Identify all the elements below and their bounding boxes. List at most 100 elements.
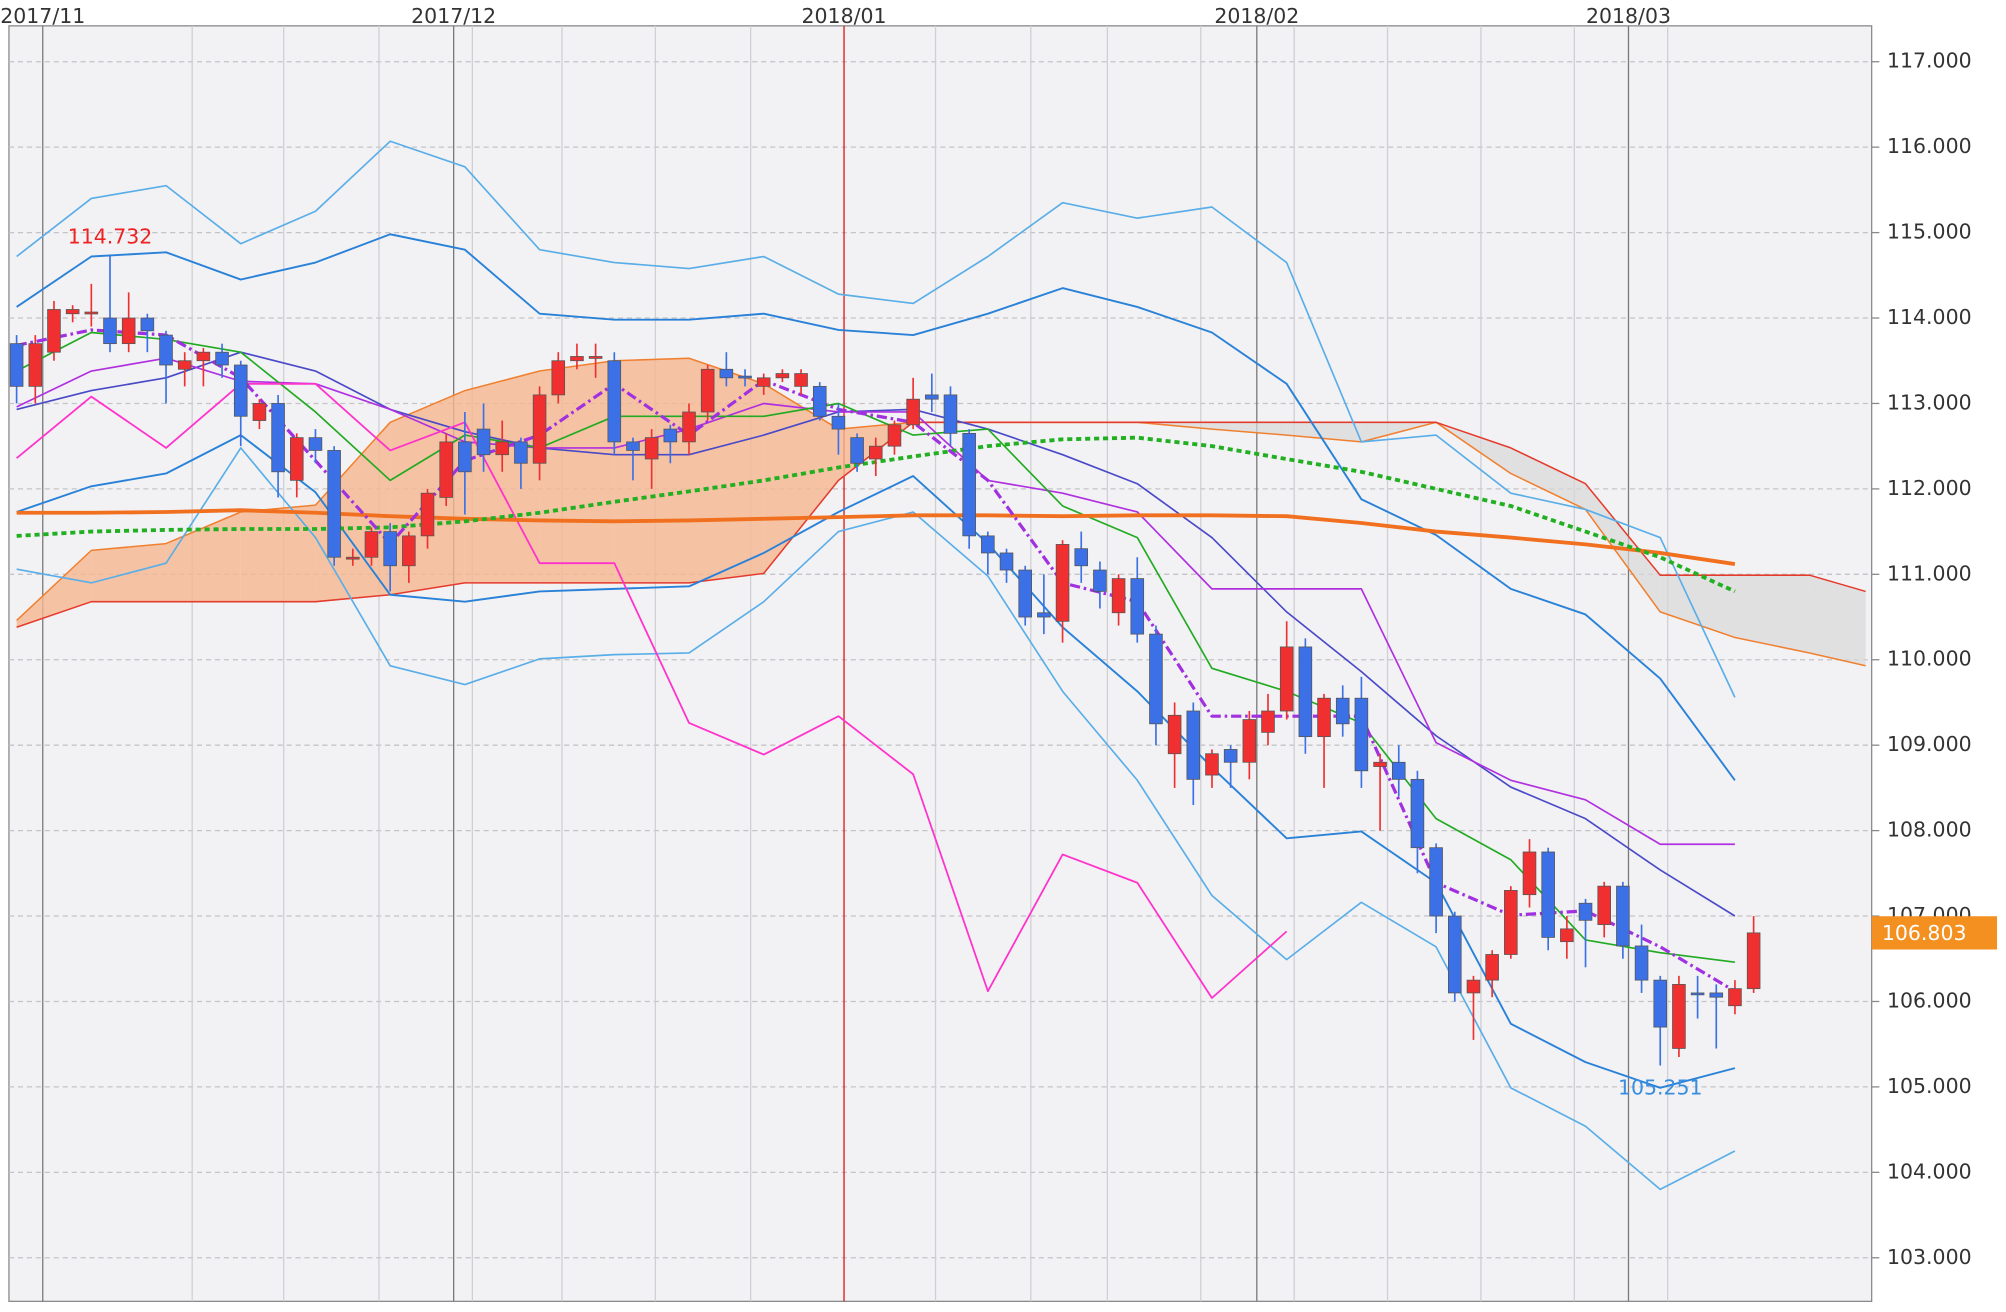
candle-body (700, 368, 715, 413)
x-tick-label: 2018/03 (1586, 4, 1671, 28)
candle-body (719, 368, 734, 379)
candle-body (756, 377, 771, 387)
candle-body (1205, 753, 1219, 776)
y-tick-label: 104.000 (1887, 1159, 1972, 1183)
candle-body (1335, 697, 1350, 725)
candle-body (1448, 915, 1462, 994)
candle-body (1167, 714, 1182, 755)
candle-body (869, 445, 883, 460)
candle-body (308, 437, 323, 451)
cloud-fill (1660, 575, 1735, 638)
x-tick-label: 2018/02 (1214, 4, 1299, 28)
candle-body (1709, 992, 1724, 998)
candle-body (383, 531, 397, 567)
indicator-line (16, 331, 1736, 964)
candle-body (1317, 697, 1331, 738)
candle-body (943, 394, 958, 434)
candle-body (570, 356, 584, 362)
candle-body (1485, 954, 1499, 981)
cloud-fill (763, 383, 839, 574)
y-tick-label: 103.000 (1887, 1245, 1972, 1269)
candle-body (999, 552, 1014, 571)
candle-body (775, 373, 790, 379)
candle-body (794, 373, 808, 387)
last-price-box (1871, 916, 1998, 950)
candle-body (588, 356, 603, 359)
cloud-fill (240, 505, 316, 602)
candle-body (1111, 578, 1126, 614)
cloud-fill (1734, 575, 1810, 653)
candle-body (271, 403, 285, 473)
candle-body (1074, 548, 1089, 567)
candle-body (850, 437, 864, 464)
candle-body (1746, 932, 1761, 990)
y-tick-label: 108.000 (1887, 818, 1972, 842)
candle-body (1391, 761, 1406, 780)
grid-layer (8, 25, 1880, 1302)
candle-body (1055, 544, 1070, 622)
cloud-fill (689, 358, 764, 583)
candle-body (1223, 749, 1238, 763)
candle-body (925, 394, 939, 400)
candle-body (1522, 851, 1537, 896)
candle-body (831, 415, 846, 430)
candle-body (1616, 885, 1630, 947)
candle-body (196, 351, 211, 362)
indicator-line (16, 233, 1736, 781)
candle-body (476, 428, 491, 456)
candle-body (84, 311, 99, 315)
candle-body (626, 441, 640, 451)
candle-body (812, 385, 827, 417)
candle-body (252, 403, 267, 421)
plot-area (8, 25, 1873, 1302)
candle-body (364, 531, 379, 558)
candle-body (738, 375, 752, 379)
y-tick-label: 117.000 (1887, 49, 1972, 73)
candle-body (1279, 646, 1294, 712)
candle-body (159, 334, 173, 366)
y-tick-label: 109.000 (1887, 732, 1972, 756)
candle-body (981, 535, 995, 554)
candle-body (327, 450, 341, 558)
candle-body (1354, 697, 1369, 772)
candle-body (103, 317, 117, 345)
y-tick-label: 111.000 (1887, 561, 1972, 585)
candle-body (1093, 569, 1107, 592)
candle-body (1597, 885, 1611, 925)
candle-body (1373, 761, 1387, 767)
x-tick-label: 2018/01 (802, 4, 887, 28)
y-tick-label: 112.000 (1887, 476, 1972, 500)
indicator-line (16, 140, 1736, 698)
indicator-line (16, 508, 1736, 566)
candle-body (28, 343, 43, 387)
candle-body (1410, 778, 1425, 849)
candle-body (458, 441, 472, 473)
candle-body (1653, 979, 1668, 1028)
candle-body (1560, 928, 1574, 943)
candle-body (1149, 633, 1163, 725)
candle-body (1634, 945, 1649, 981)
candle-layer (9, 255, 1761, 1066)
candle-body (1541, 851, 1555, 938)
candle-body (1466, 979, 1481, 994)
high-label: 114.732 (68, 225, 153, 249)
indicator-line (16, 382, 1288, 999)
candle-body (551, 360, 566, 396)
candle-body (682, 411, 696, 443)
candle-body (1728, 988, 1742, 1007)
candle-body (906, 398, 920, 426)
candle-body (420, 492, 435, 537)
candle-body (140, 317, 155, 332)
x-tick-label: 2017/11 (0, 4, 85, 28)
indicator-line (16, 351, 1736, 917)
candle-body (121, 317, 136, 345)
candle-body (1242, 719, 1257, 763)
y-tick-label: 110.000 (1887, 647, 1972, 671)
y-tick-label: 105.000 (1887, 1074, 1972, 1098)
candle-body (9, 343, 24, 387)
x-tick-label: 2017/12 (411, 4, 496, 28)
candle-body (1130, 578, 1145, 635)
candle-body (177, 360, 192, 370)
